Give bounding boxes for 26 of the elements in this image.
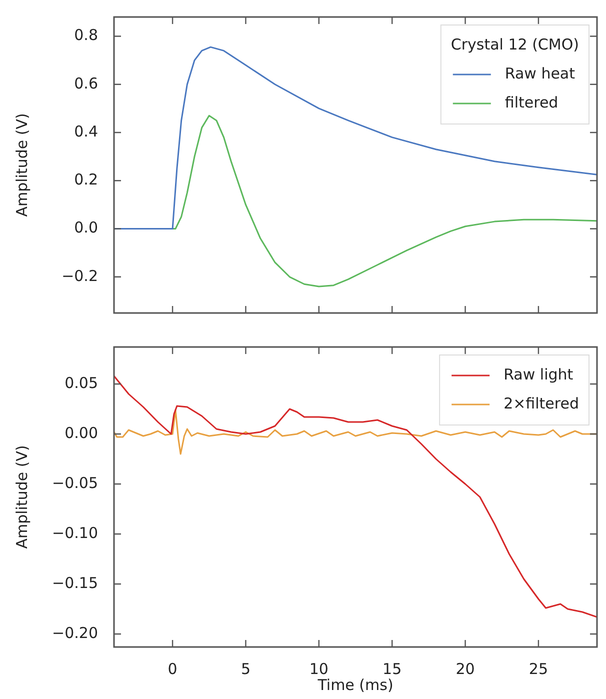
y-tick-label: −0.20 <box>52 624 98 642</box>
x-tick-label: 20 <box>456 660 475 678</box>
y-tick-label: 0.6 <box>74 74 98 92</box>
x-axis-title: Time (ms) <box>316 676 394 694</box>
y-tick-label: 0.00 <box>64 424 98 442</box>
x-tick-label: 25 <box>528 660 548 678</box>
legend-label: filtered <box>504 93 558 112</box>
x-tick-label: 0 <box>168 660 178 678</box>
y-tick-label: −0.15 <box>52 574 98 592</box>
y-tick-label: −0.10 <box>52 524 98 542</box>
y-tick-label: 0.2 <box>74 170 98 189</box>
y-tick-label: −0.2 <box>62 266 98 285</box>
y-tick-label: 0.0 <box>74 218 98 237</box>
y-tick-label: 0.4 <box>74 122 98 140</box>
y-tick-label: −0.05 <box>52 474 98 492</box>
x-tick-label: 10 <box>309 660 328 678</box>
y-axis-title: Amplitude (V) <box>12 113 31 217</box>
legend-label: Raw light <box>504 365 574 384</box>
x-tick-label: 15 <box>382 660 402 678</box>
y-tick-label: 0.8 <box>74 26 98 44</box>
legend-label: 2×filtered <box>504 394 580 412</box>
legend-label: Raw heat <box>504 64 576 82</box>
y-tick-label: 0.05 <box>64 374 98 392</box>
y-axis-title: Amplitude (V) <box>12 445 31 549</box>
x-tick-label: 5 <box>240 660 250 678</box>
legend-title: Crystal 12 (CMO) <box>450 35 579 54</box>
